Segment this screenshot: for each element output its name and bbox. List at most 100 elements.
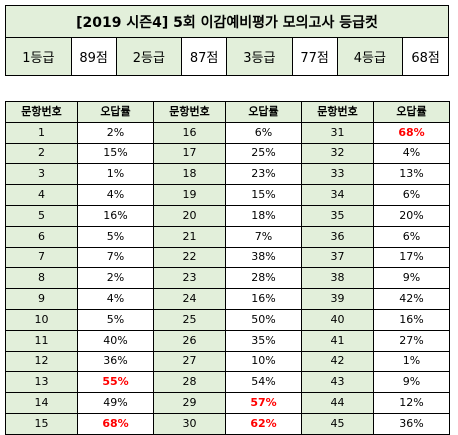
question-number-cell: 6 — [5, 225, 78, 248]
error-rate-cell: 2% — [77, 121, 154, 144]
table-row: 12 36% 27 10% 42 1% — [5, 350, 450, 373]
question-number-cell: 17 — [153, 142, 226, 165]
grade-score-2: 87점 — [182, 38, 227, 75]
question-number-cell: 37 — [301, 246, 374, 269]
error-rate-cell: 16% — [373, 308, 450, 331]
error-rate-cell: 10% — [225, 350, 302, 373]
question-number-cell: 26 — [153, 329, 226, 352]
error-rate-cell: 9% — [373, 267, 450, 290]
grade-score-4: 68점 — [403, 38, 448, 75]
error-rate-cell: 18% — [225, 204, 302, 227]
error-rate-cell: 54% — [225, 371, 302, 394]
table-row: 5 16% 20 18% 35 20% — [5, 204, 450, 227]
error-rate-cell: 40% — [77, 329, 154, 352]
error-rate-cell: 57% — [225, 392, 302, 414]
question-number-cell: 14 — [5, 392, 78, 414]
grade-label-3: 3등급 — [227, 38, 293, 75]
error-rate-cell: 6% — [373, 225, 450, 248]
question-number-cell: 3 — [5, 163, 78, 186]
question-number-cell: 44 — [301, 392, 374, 414]
error-rate-cell: 17% — [373, 246, 450, 269]
table-row: 11 40% 26 35% 41 27% — [5, 329, 450, 352]
table-row: 9 4% 24 16% 39 42% — [5, 288, 450, 310]
error-rate-cell: 25% — [225, 142, 302, 165]
error-rate-cell: 1% — [77, 163, 154, 186]
error-rate-cell: 7% — [225, 225, 302, 248]
error-rate-cell: 55% — [77, 371, 154, 394]
grade-label-2: 2등급 — [116, 38, 183, 75]
table-row: 4 4% 19 15% 34 6% — [5, 184, 450, 206]
table-row: 7 7% 22 38% 37 17% — [5, 246, 450, 269]
page-title: [2019 시즌4] 5회 이감예비평가 모의고사 등급컷 — [5, 5, 449, 38]
header-question-number: 문항번호 — [5, 101, 78, 123]
error-rate-cell: 36% — [373, 412, 450, 435]
table-row: 14 49% 29 57% 44 12% — [5, 392, 450, 414]
question-number-cell: 19 — [153, 184, 226, 206]
question-number-cell: 45 — [301, 412, 374, 435]
error-rate-cell: 5% — [77, 308, 154, 331]
question-number-cell: 32 — [301, 142, 374, 165]
table-row: 2 15% 17 25% 32 4% — [5, 142, 450, 165]
table-row: 1 2% 16 6% 31 68% — [5, 121, 450, 144]
question-number-cell: 7 — [5, 246, 78, 269]
header-question-number: 문항번호 — [153, 101, 226, 123]
question-number-cell: 29 — [153, 392, 226, 414]
table-row: 13 55% 28 54% 43 9% — [5, 371, 450, 394]
question-number-cell: 28 — [153, 371, 226, 394]
error-rate-cell: 68% — [373, 121, 450, 144]
question-number-cell: 27 — [153, 350, 226, 373]
error-rate-cell: 15% — [77, 142, 154, 165]
error-rate-cell: 23% — [225, 163, 302, 186]
question-number-cell: 24 — [153, 288, 226, 310]
error-rate-cell: 4% — [373, 142, 450, 165]
question-number-cell: 1 — [5, 121, 78, 144]
error-rate-cell: 16% — [77, 204, 154, 227]
error-rate-cell: 9% — [373, 371, 450, 394]
error-rate-cell: 36% — [77, 350, 154, 373]
question-number-cell: 25 — [153, 308, 226, 331]
question-number-cell: 11 — [5, 329, 78, 352]
question-number-cell: 16 — [153, 121, 226, 144]
question-number-cell: 40 — [301, 308, 374, 331]
question-number-cell: 30 — [153, 412, 226, 435]
error-rate-cell: 1% — [373, 350, 450, 373]
question-number-cell: 31 — [301, 121, 374, 144]
question-number-cell: 41 — [301, 329, 374, 352]
error-rate-cell: 12% — [373, 392, 450, 414]
header-error-rate: 오답률 — [373, 101, 450, 123]
question-number-cell: 42 — [301, 350, 374, 373]
question-number-cell: 12 — [5, 350, 78, 373]
table-body: 1 2% 16 6% 31 68% 2 15% 17 25% 32 4% 3 1% 18 23% 33 13% 4 4… — [5, 121, 450, 435]
error-rate-cell: 4% — [77, 288, 154, 310]
error-rate-table: 문항번호 오답률 문항번호 오답률 문항번호 오답률 1 2% 16 6% 31 68% 2… — [5, 101, 450, 435]
question-number-cell: 20 — [153, 204, 226, 227]
question-number-cell: 4 — [5, 184, 78, 206]
error-rate-cell: 7% — [77, 246, 154, 269]
grade-cut-row: 1등급 89점 2등급 87점 3등급 77점 4등급 68점 — [5, 38, 449, 76]
error-rate-cell: 15% — [225, 184, 302, 206]
question-number-cell: 38 — [301, 267, 374, 290]
question-number-cell: 10 — [5, 308, 78, 331]
question-number-cell: 21 — [153, 225, 226, 248]
error-rate-cell: 38% — [225, 246, 302, 269]
question-number-cell: 2 — [5, 142, 78, 165]
error-rate-cell: 62% — [225, 412, 302, 435]
error-rate-cell: 4% — [77, 184, 154, 206]
question-number-cell: 18 — [153, 163, 226, 186]
grade-label-4: 4등급 — [337, 38, 404, 75]
grade-label-1: 1등급 — [6, 38, 72, 75]
table-row: 6 5% 21 7% 36 6% — [5, 225, 450, 248]
table-row: 3 1% 18 23% 33 13% — [5, 163, 450, 186]
error-rate-cell: 6% — [225, 121, 302, 144]
question-number-cell: 22 — [153, 246, 226, 269]
error-rate-cell: 20% — [373, 204, 450, 227]
table-row: 10 5% 25 50% 40 16% — [5, 308, 450, 331]
table-header-row: 문항번호 오답률 문항번호 오답률 문항번호 오답률 — [5, 101, 450, 123]
error-rate-cell: 35% — [225, 329, 302, 352]
question-number-cell: 5 — [5, 204, 78, 227]
question-number-cell: 35 — [301, 204, 374, 227]
table-row: 8 2% 23 28% 38 9% — [5, 267, 450, 290]
error-rate-cell: 5% — [77, 225, 154, 248]
question-number-cell: 8 — [5, 267, 78, 290]
error-rate-cell: 16% — [225, 288, 302, 310]
